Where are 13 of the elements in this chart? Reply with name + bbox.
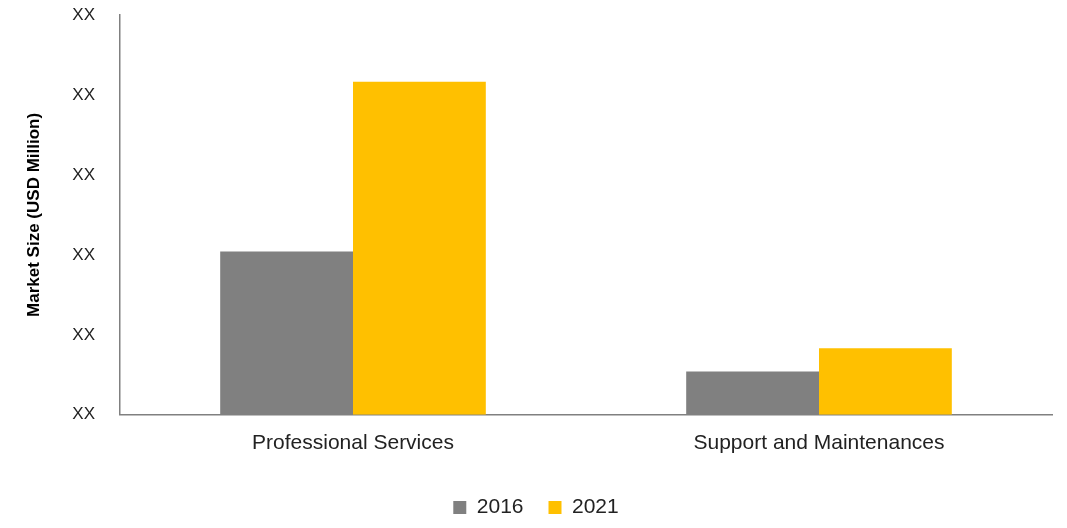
x-tick-label: Professional Services [252, 430, 454, 454]
text: XX [72, 244, 95, 264]
text: XX [72, 4, 95, 24]
legend-label: 2021 [572, 494, 619, 518]
x-tick-label: Support and Maintenances [693, 430, 945, 454]
text: XX [72, 164, 95, 184]
text: XX [72, 404, 95, 424]
bar [353, 81, 486, 415]
text: XX [72, 324, 95, 344]
bar [819, 348, 952, 415]
legend-label: 2016 [476, 494, 524, 518]
y-axis-title: Market Size (USD Million) [23, 112, 43, 317]
text: XX [72, 84, 95, 104]
